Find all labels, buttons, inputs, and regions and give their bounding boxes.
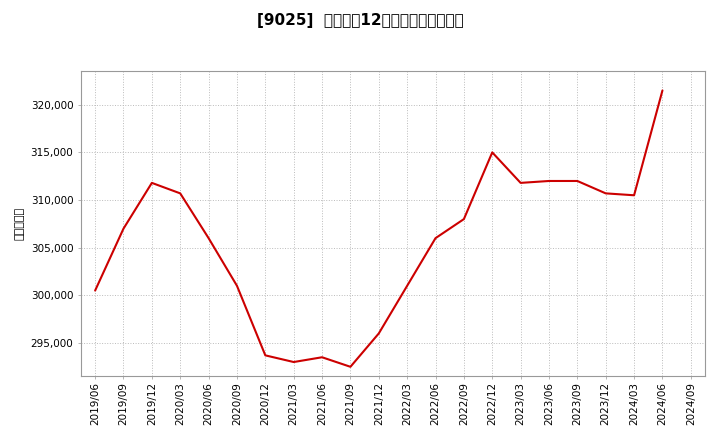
Text: [9025]  売上高の12か月移動合計の推移: [9025] 売上高の12か月移動合計の推移	[256, 13, 464, 28]
Y-axis label: （百万円）: （百万円）	[15, 207, 25, 240]
